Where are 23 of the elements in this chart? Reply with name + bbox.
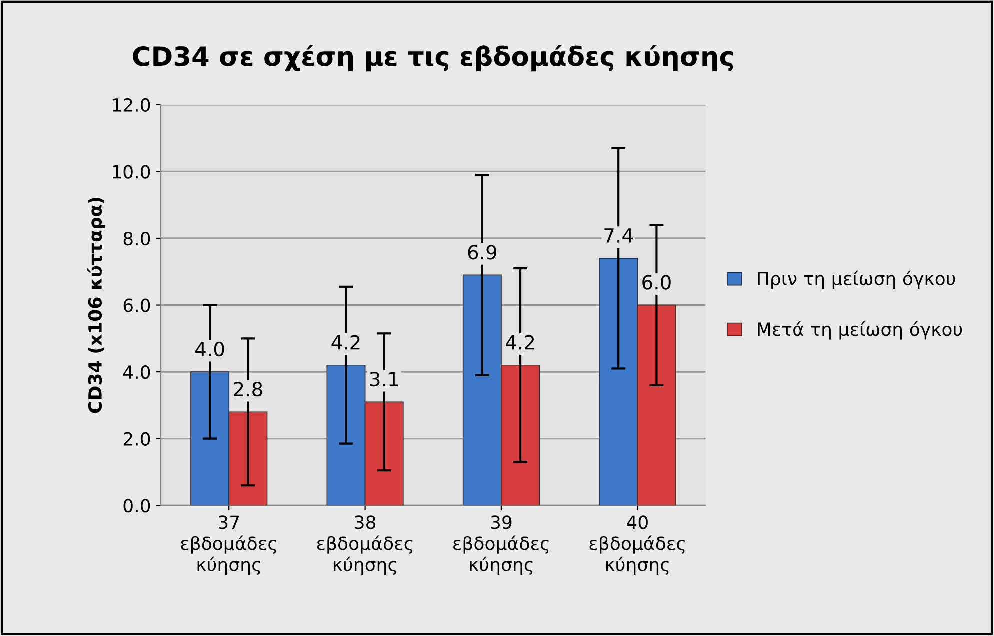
y-axis-title: CD34 (x106 κύτταρα) [87,198,106,414]
x-tick-label: 39 εβδομάδες κύησης [454,516,549,576]
data-label: 7.4 [604,228,633,243]
x-tick-label: 40 εβδομάδες κύησης [590,516,685,576]
y-tick-label: 8.0 [124,232,150,246]
data-label: 2.8 [234,382,262,397]
data-label: 4.2 [506,335,534,350]
data-label: 6.9 [468,245,497,260]
y-tick-label: 2.0 [124,432,150,446]
data-label: 4.2 [332,335,360,350]
x-tick-label: 37 εβδομάδες κύησης [181,516,276,576]
y-tick-label: 12.0 [113,98,150,112]
y-tick-label: 0.0 [124,499,150,513]
legend-label: Πριν τη μείωση όγκου [758,270,956,290]
chart-title: CD34 σε σχέση με τις εβδομάδες κύησης [133,44,734,72]
legend-label: Μετά τη μείωση όγκου [758,322,962,340]
data-label: 3.1 [370,372,398,387]
y-tick-label: 6.0 [124,298,150,312]
data-label: 4.0 [196,342,224,357]
x-tick-label: 38 εβδομάδες κύησης [317,516,413,576]
data-label: 6.0 [642,275,671,290]
y-tick-label: 10.0 [113,165,150,179]
y-tick-label: 4.0 [123,366,150,380]
